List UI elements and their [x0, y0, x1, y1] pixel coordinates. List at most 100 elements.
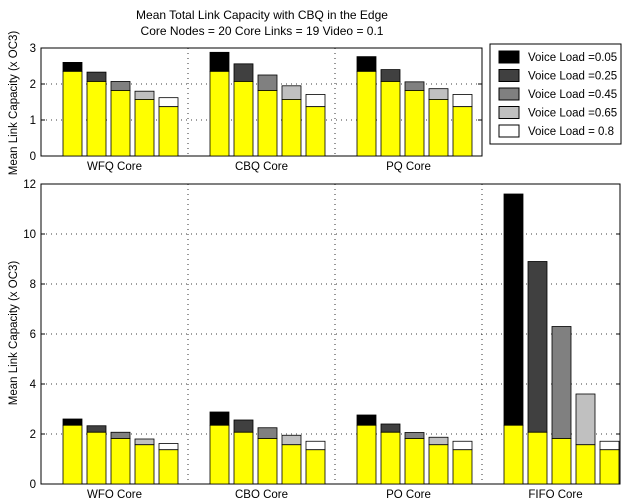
bottom-bar-base-segment	[233, 431, 254, 485]
top-bar-base-segment	[380, 81, 401, 157]
top-bar-load-segment	[62, 62, 83, 72]
legend-swatch	[498, 69, 520, 82]
bottom-bar-base-segment	[209, 424, 230, 485]
top-bar-base-segment	[209, 71, 230, 157]
top-bar-base-segment	[404, 90, 425, 157]
bottom-x-tick-label: CBQ Core	[235, 489, 288, 498]
bottom-bar-base-segment	[599, 449, 620, 485]
bottom-bar-load-segment	[110, 431, 131, 439]
bottom-bar-base-segment	[356, 424, 377, 485]
top-bar-base-segment	[305, 106, 326, 157]
top-bar-base-segment	[452, 106, 473, 157]
top-bar-load-segment	[305, 94, 326, 108]
bottom-bar-load-segment	[305, 440, 326, 451]
bottom-bar-load-segment	[62, 418, 83, 426]
top-chart-panel: 0 1 2 3 WFQ Core CBQ Core PQ Core	[30, 43, 483, 173]
bottom-bar-base-segment	[158, 449, 179, 485]
bottom-bar-load-segment	[551, 326, 572, 439]
bottom-bar-load-segment	[428, 436, 449, 446]
bottom-bar-load-segment	[257, 427, 278, 439]
legend-swatch	[498, 50, 520, 64]
bottom-bar-base-segment	[281, 444, 302, 485]
legend-swatch	[498, 124, 520, 138]
top-bar-load-segment	[452, 94, 473, 108]
legend-entry-label: Voice Load = 0.8	[528, 126, 614, 138]
bottom-x-tick-label: PQ Core	[386, 489, 431, 498]
top-bar-load-segment	[134, 90, 155, 100]
chart-title-line-2: Core Nodes = 20 Core Links = 19 Video = …	[141, 24, 384, 38]
top-bar-load-segment	[110, 81, 131, 91]
top-bar-base-segment	[134, 99, 155, 157]
top-y-tick-label: 2	[30, 79, 36, 91]
top-bar-base-segment	[257, 90, 278, 157]
legend-entry-label: Voice Load =0.05	[528, 52, 617, 64]
top-bar-load-segment	[257, 74, 278, 91]
top-bar-base-segment	[110, 90, 131, 157]
legend-entry-label: Voice Load =0.65	[528, 108, 617, 120]
bottom-bar-load-segment	[356, 414, 377, 426]
bottom-x-tick-label: FIFO Core	[528, 489, 582, 498]
bottom-y-tick-label: 10	[23, 229, 36, 241]
bottom-bar-load-segment	[503, 193, 524, 426]
bottom-bar-load-segment	[281, 434, 302, 446]
legend-entry-label: Voice Load =0.25	[528, 71, 617, 83]
bottom-bar-load-segment	[527, 261, 548, 433]
legend-entry-label: Voice Load =0.45	[528, 89, 617, 101]
bottom-bar-load-segment	[380, 423, 401, 433]
bottom-bar-base-segment	[62, 424, 83, 485]
legend: Voice Load =0.05 Voice Load =0.25 Voice Lo…	[489, 43, 622, 145]
top-bar-base-segment	[86, 81, 107, 157]
bottom-bar-base-segment	[110, 438, 131, 485]
bottom-bar-load-segment	[599, 440, 620, 451]
bottom-y-tick-label: 2	[30, 429, 36, 441]
top-bar-load-segment	[209, 51, 230, 72]
bottom-bar-load-segment	[575, 393, 596, 446]
top-x-tick-label: PQ Core	[386, 161, 431, 173]
bottom-bar-load-segment	[233, 419, 254, 433]
top-bar-load-segment	[380, 69, 401, 82]
bottom-bar-load-segment	[86, 425, 107, 433]
bottom-y-axis-label: Mean Link Capacity (x OC3)	[8, 261, 20, 406]
top-y-axis-label: Mean Link Capacity (x OC3)	[8, 31, 20, 176]
bottom-bar-base-segment	[134, 444, 155, 485]
top-x-tick-label: CBQ Core	[235, 161, 288, 173]
top-y-tick-label: 3	[30, 43, 36, 55]
top-bar-load-segment	[428, 88, 449, 100]
top-bar-base-segment	[233, 81, 254, 157]
bottom-bar-base-segment	[404, 438, 425, 485]
top-x-tick-label: WFQ Core	[87, 161, 142, 173]
bottom-y-tick-label: 6	[30, 329, 36, 341]
bottom-bar-base-segment	[575, 444, 596, 485]
bottom-bar-base-segment	[86, 431, 107, 485]
bottom-bar-base-segment	[428, 444, 449, 485]
top-bar-load-segment	[281, 85, 302, 100]
top-bar-base-segment	[428, 99, 449, 157]
legend-swatch	[498, 106, 520, 119]
bottom-bar-base-segment	[452, 449, 473, 485]
bottom-y-tick-label: 0	[30, 479, 36, 491]
chart-title-line-1: Mean Total Link Capacity with CBQ in the…	[136, 8, 388, 22]
top-bar-base-segment	[158, 106, 179, 157]
bottom-bar-load-segment	[452, 440, 473, 451]
top-bar-load-segment	[86, 71, 107, 82]
bottom-bar-load-segment	[158, 443, 179, 451]
top-bar-load-segment	[158, 97, 179, 108]
top-bar-base-segment	[356, 71, 377, 157]
bottom-bar-base-segment	[527, 431, 548, 485]
bottom-bar-load-segment	[404, 432, 425, 439]
bottom-y-tick-label: 12	[23, 179, 36, 191]
bottom-bar-load-segment	[134, 438, 155, 446]
top-bar-load-segment	[356, 56, 377, 72]
top-y-tick-label: 0	[30, 151, 36, 163]
bottom-x-tick-label: WFQ Core	[87, 489, 142, 498]
top-bar-base-segment	[62, 71, 83, 157]
bottom-bar-base-segment	[503, 424, 524, 485]
bottom-y-tick-label: 4	[30, 379, 37, 391]
bottom-bar-base-segment	[551, 438, 572, 485]
bottom-bar-base-segment	[380, 431, 401, 485]
bottom-bar-base-segment	[257, 438, 278, 485]
bottom-y-tick-label: 8	[30, 279, 36, 291]
top-bar-load-segment	[404, 81, 425, 91]
top-bar-base-segment	[281, 99, 302, 157]
